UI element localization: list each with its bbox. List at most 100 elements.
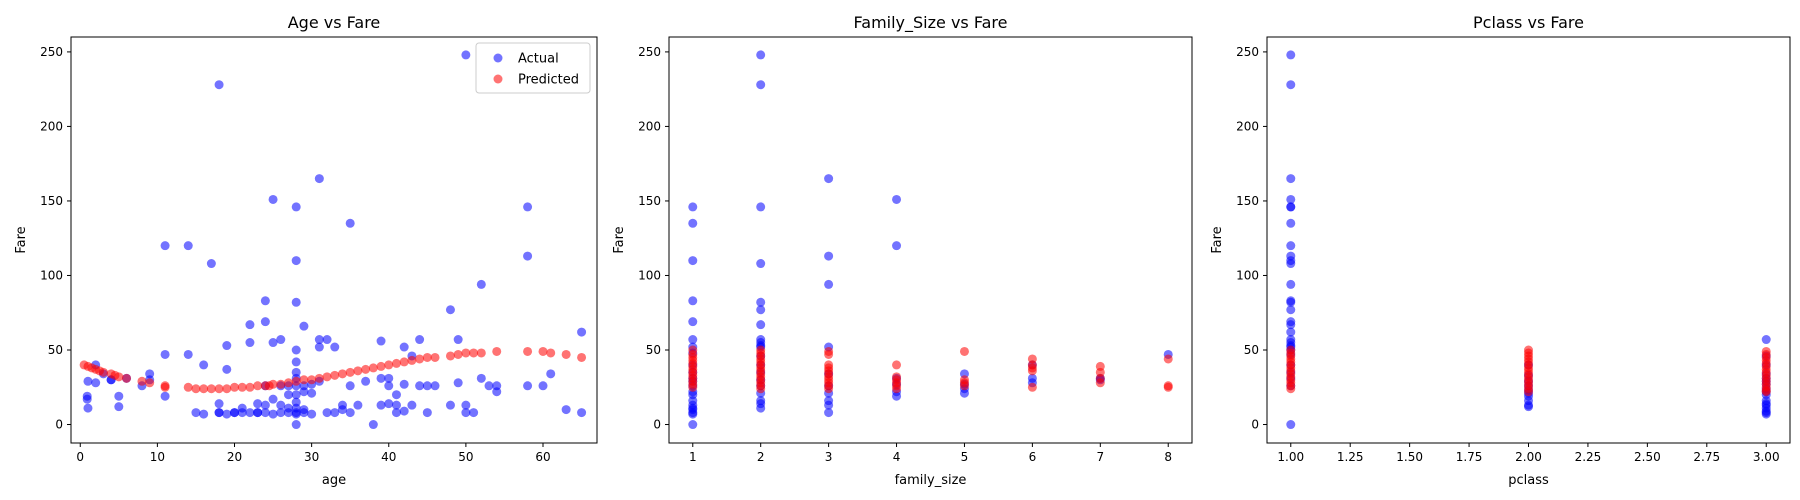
- data-point-actual: [214, 399, 224, 409]
- data-point-actual: [237, 403, 247, 413]
- data-point-predicted: [1095, 378, 1105, 388]
- data-point-actual: [688, 420, 698, 430]
- data-point-actual: [384, 381, 394, 391]
- data-point-actual: [577, 408, 587, 418]
- y-tick-label: 100: [1236, 268, 1259, 282]
- data-point-actual: [83, 403, 93, 413]
- data-point-predicted: [206, 384, 216, 394]
- x-tick-label: 40: [381, 450, 396, 464]
- data-point-actual: [361, 376, 371, 386]
- data-point-actual: [276, 335, 286, 345]
- data-point-predicted: [376, 361, 386, 371]
- data-point-actual: [422, 408, 432, 418]
- data-point-predicted: [1524, 387, 1533, 397]
- data-point-actual: [391, 408, 401, 418]
- data-point-actual: [160, 241, 170, 251]
- data-point-predicted: [561, 349, 571, 359]
- data-point-actual: [461, 400, 471, 410]
- data-point-actual: [546, 369, 556, 379]
- data-point-actual: [253, 408, 263, 418]
- data-point-actual: [688, 202, 698, 212]
- data-point-predicted: [230, 382, 240, 392]
- data-point-predicted: [577, 352, 587, 362]
- data-point-predicted: [253, 381, 263, 391]
- data-point-actual: [307, 409, 317, 419]
- data-point-actual: [260, 296, 270, 306]
- data-point-predicted: [1761, 387, 1771, 397]
- data-point-actual: [206, 259, 216, 269]
- data-point-predicted: [368, 363, 378, 373]
- data-point-actual: [276, 400, 286, 410]
- x-tick-label: 7: [1096, 450, 1104, 464]
- data-point-actual: [299, 387, 309, 397]
- data-point-actual: [268, 194, 278, 204]
- data-point-actual: [1286, 327, 1296, 337]
- x-tick-label: 1: [689, 450, 697, 464]
- y-tick-label: 0: [653, 418, 661, 432]
- data-point-actual: [1286, 241, 1296, 251]
- x-tick-label: 0: [76, 450, 84, 464]
- data-point-actual: [892, 241, 902, 251]
- data-point-actual: [756, 259, 766, 269]
- data-point-predicted: [399, 357, 409, 367]
- data-point-actual: [523, 251, 533, 261]
- data-point-actual: [299, 321, 309, 331]
- data-point-actual: [577, 327, 587, 337]
- x-tick-label: 20: [227, 450, 242, 464]
- data-point-actual: [461, 408, 471, 418]
- x-axis-label: pclass: [1508, 473, 1549, 488]
- data-point-actual: [384, 373, 394, 383]
- data-point-predicted: [1163, 354, 1173, 364]
- data-point-actual: [445, 400, 455, 410]
- x-tick-label: 50: [458, 450, 473, 464]
- data-point-actual: [283, 403, 293, 413]
- data-point-predicted: [160, 382, 170, 392]
- data-point-predicted: [1027, 382, 1037, 392]
- data-point-actual: [959, 388, 969, 398]
- data-point-predicted: [214, 384, 224, 394]
- data-point-actual: [314, 342, 324, 352]
- data-point-predicted: [337, 369, 347, 379]
- x-axis-label: age: [322, 473, 346, 488]
- data-point-predicted: [145, 378, 155, 388]
- axis-ticks: 1.00 1.25 1.50 1.75 2.00 2.25 2.50 2.75 3.00 0 50 1…: [1236, 45, 1779, 464]
- data-point-actual: [314, 174, 324, 184]
- data-point-predicted: [391, 358, 401, 368]
- data-point-actual: [892, 391, 902, 401]
- x-tick-label: 60: [535, 450, 550, 464]
- data-point-actual: [83, 376, 93, 386]
- data-point-actual: [523, 202, 533, 212]
- data-point-actual: [268, 394, 278, 404]
- data-point-predicted: [299, 375, 309, 385]
- chart-title: Age vs Fare: [288, 13, 381, 32]
- data-point-predicted: [492, 346, 502, 356]
- data-point-predicted: [330, 370, 340, 380]
- data-point-actual: [268, 338, 278, 348]
- x-tick-label: 3: [825, 450, 833, 464]
- x-axis-label: family_size: [895, 473, 967, 488]
- data-point-actual: [688, 296, 698, 306]
- data-point-actual: [114, 402, 124, 412]
- data-point-predicted: [476, 348, 486, 358]
- data-point-actual: [337, 405, 347, 415]
- data-point-actual: [561, 405, 571, 415]
- data-point-predicted: [824, 384, 834, 394]
- data-point-actual: [260, 408, 270, 418]
- y-tick-label: 150: [40, 194, 63, 208]
- data-point-actual: [222, 364, 232, 374]
- data-point-actual: [461, 50, 471, 60]
- data-point-actual: [1286, 218, 1296, 228]
- data-point-predicted: [276, 379, 286, 389]
- data-point-predicted: [959, 346, 969, 356]
- y-tick-label: 150: [638, 194, 661, 208]
- data-point-actual: [756, 305, 766, 315]
- data-point-actual: [222, 409, 232, 419]
- x-tick-label: 1.75: [1456, 450, 1483, 464]
- panel-family-size-vs-fare: Family_Size vs Fare family_size Fare 1 2 3…: [612, 13, 1193, 488]
- data-point-actual: [183, 241, 193, 251]
- data-point-actual: [484, 381, 494, 391]
- data-points: [1286, 50, 1771, 430]
- legend-label-actual: Actual: [518, 52, 559, 67]
- data-point-actual: [291, 357, 301, 367]
